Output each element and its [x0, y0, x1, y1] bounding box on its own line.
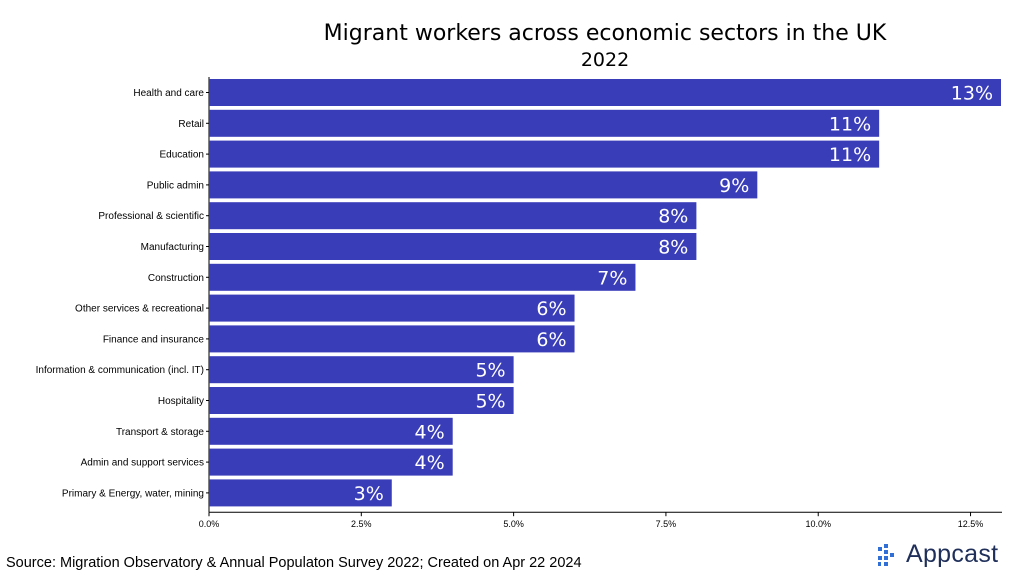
data-label: 6% — [536, 298, 566, 320]
category-label: Retail — [178, 119, 204, 130]
bar — [209, 356, 514, 384]
bar — [209, 387, 514, 414]
bar — [209, 448, 453, 476]
plot-area: Health and care 13% Retail 11% Education 11% P… — [36, 77, 1002, 529]
data-label: 11% — [829, 144, 871, 166]
data-label: 11% — [829, 113, 871, 135]
x-tick-label: 0.0% — [199, 519, 220, 529]
category-label: Transport & storage — [116, 427, 204, 438]
category-label: Construction — [148, 273, 204, 284]
x-tick-label: 5.0% — [503, 519, 524, 529]
bar — [209, 294, 575, 322]
x-tick-label: 2.5% — [351, 519, 372, 529]
data-label: 13% — [951, 83, 993, 105]
chart-title: Migrant workers across economic sectors … — [324, 21, 887, 46]
category-label: Health and care — [133, 88, 204, 99]
data-label: 5% — [475, 391, 505, 413]
brand-logo: Appcast — [878, 540, 998, 569]
bar — [209, 417, 453, 445]
bar — [209, 79, 1001, 106]
category-label: Information & communication (incl. IT) — [36, 365, 204, 376]
bar — [209, 263, 636, 291]
data-label: 3% — [354, 483, 384, 505]
category-label: Other services & recreational — [75, 304, 204, 315]
bar — [209, 171, 758, 199]
appcast-logo-icon — [878, 543, 900, 566]
data-label: 5% — [475, 360, 505, 382]
category-label: Education — [160, 150, 204, 161]
bar — [209, 109, 880, 137]
category-label: Public admin — [147, 180, 204, 191]
source-note: Source: Migration Observatory & Annual P… — [6, 555, 582, 571]
category-label: Admin and support services — [81, 458, 204, 469]
brand-name: Appcast — [906, 540, 999, 568]
category-label: Primary & Energy, water, mining — [62, 488, 204, 499]
x-tick-label: 10.0% — [805, 519, 831, 529]
data-label: 7% — [597, 267, 627, 289]
x-tick-label: 12.5% — [958, 519, 984, 529]
bar — [209, 140, 880, 168]
chart-subtitle: 2022 — [581, 49, 629, 71]
bar — [209, 325, 575, 353]
category-label: Hospitality — [158, 396, 204, 407]
data-label: 8% — [658, 237, 688, 259]
bar — [209, 233, 697, 260]
data-label: 9% — [719, 175, 749, 197]
category-label: Professional & scientific — [98, 211, 204, 222]
data-label: 6% — [536, 329, 566, 351]
category-label: Finance and insurance — [103, 334, 205, 345]
bar — [209, 479, 392, 507]
bar — [209, 202, 697, 230]
data-label: 4% — [415, 452, 445, 474]
bar-chart: Migrant workers across economic sectors … — [36, 21, 1002, 529]
data-label: 4% — [415, 421, 445, 443]
x-tick-label: 7.5% — [656, 519, 677, 529]
category-label: Manufacturing — [141, 242, 204, 253]
data-label: 8% — [658, 206, 688, 228]
